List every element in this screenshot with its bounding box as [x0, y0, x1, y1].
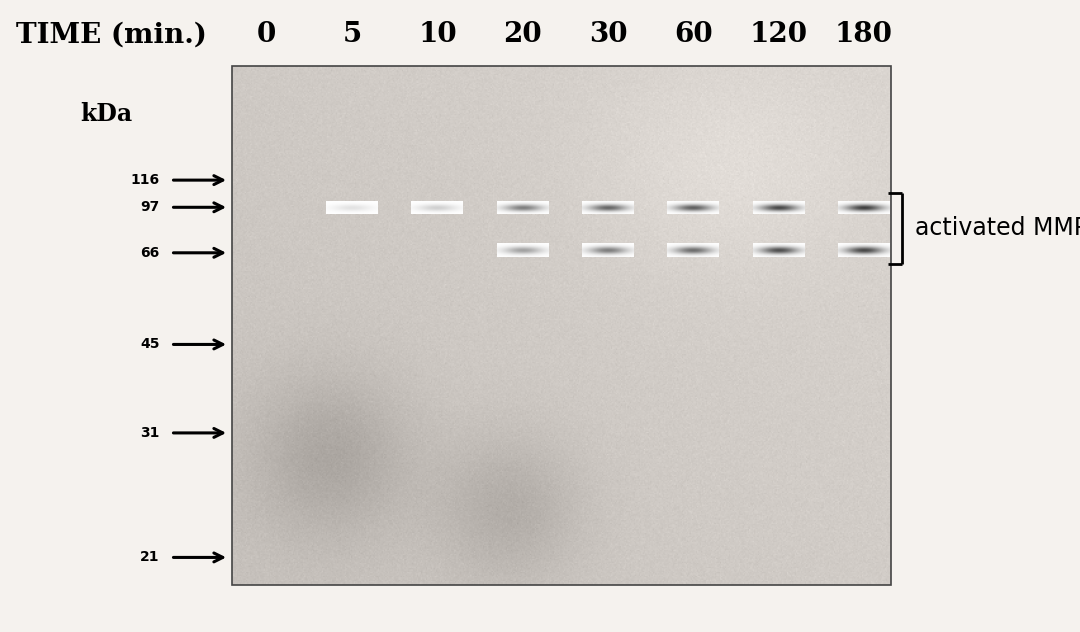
- Text: 97: 97: [140, 200, 160, 214]
- Text: 31: 31: [140, 426, 160, 440]
- Text: kDa: kDa: [80, 102, 132, 126]
- Text: 45: 45: [140, 337, 160, 351]
- Text: TIME (min.): TIME (min.): [16, 21, 207, 48]
- Text: 21: 21: [140, 550, 160, 564]
- Text: 120: 120: [750, 21, 808, 48]
- Text: 20: 20: [503, 21, 542, 48]
- Text: 66: 66: [140, 246, 160, 260]
- Text: activated MMP9: activated MMP9: [915, 217, 1080, 240]
- Text: 10: 10: [418, 21, 457, 48]
- Bar: [232, 66, 891, 585]
- Text: 116: 116: [131, 173, 160, 187]
- Text: 30: 30: [589, 21, 627, 48]
- Text: 180: 180: [835, 21, 893, 48]
- Text: 0: 0: [257, 21, 276, 48]
- Text: 5: 5: [342, 21, 362, 48]
- Text: 60: 60: [674, 21, 713, 48]
